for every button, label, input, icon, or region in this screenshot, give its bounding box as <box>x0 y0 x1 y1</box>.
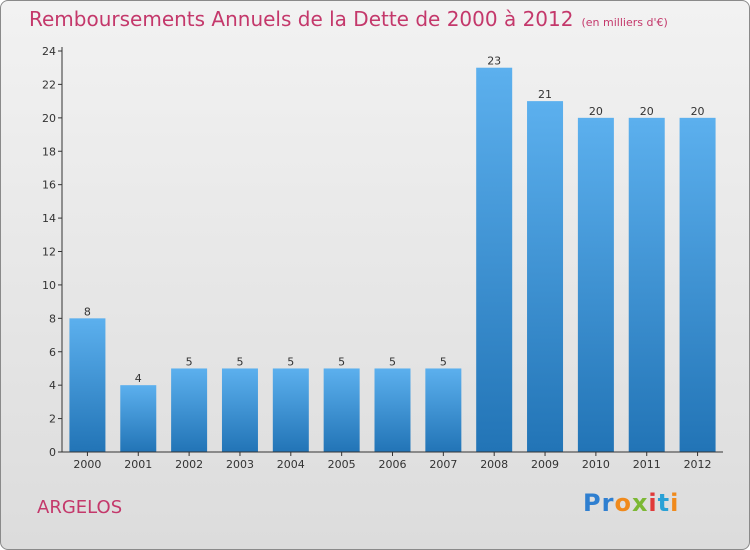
bar-2004 <box>272 368 309 452</box>
bar-value-label: 5 <box>338 355 345 368</box>
y-tick-label: 8 <box>49 312 56 325</box>
x-tick-label: 2006 <box>379 458 407 471</box>
bar-2005 <box>323 368 360 452</box>
bar-2007 <box>425 368 462 452</box>
bar-value-label: 5 <box>236 355 243 368</box>
x-tick-label: 2008 <box>480 458 508 471</box>
bar-value-label: 23 <box>487 55 501 68</box>
x-tick-label: 2011 <box>633 458 661 471</box>
x-tick-label: 2007 <box>429 458 457 471</box>
x-tick-label: 2004 <box>277 458 305 471</box>
logo-letter: i <box>670 489 680 517</box>
title-main: Remboursements Annuels de la Dette de 20… <box>29 7 574 31</box>
x-tick-label: 2009 <box>531 458 559 471</box>
bar-value-label: 21 <box>538 88 552 101</box>
x-ticks: 2000 2001 2002 2003 2004 2005 2006 2007 2008 2009… <box>73 452 712 471</box>
y-tick-label: 12 <box>42 246 56 259</box>
bar-value-label: 20 <box>691 105 705 118</box>
bar-2010 <box>577 117 614 452</box>
bar-2009 <box>527 101 564 452</box>
logo-letter: i <box>648 489 658 517</box>
bar-2006 <box>374 368 411 452</box>
logo-letter: r <box>601 489 615 517</box>
bar-value-label: 4 <box>135 372 142 385</box>
bar-2011 <box>628 117 665 452</box>
y-tick-label: 0 <box>49 446 56 459</box>
bar-2000 <box>69 318 106 452</box>
title-subtitle: (en milliers d'€) <box>581 16 668 29</box>
logo-letter: P <box>583 489 602 517</box>
bar-value-label: 5 <box>440 355 447 368</box>
y-tick-label: 20 <box>42 112 56 125</box>
bar-value-label: 20 <box>589 105 603 118</box>
commune-name: ARGELOS <box>37 497 123 518</box>
logo-letter: t <box>657 489 671 517</box>
chart-title: Remboursements Annuels de la Dette de 20… <box>29 7 668 31</box>
bar-value-label: 5 <box>287 355 294 368</box>
x-tick-label: 2003 <box>226 458 254 471</box>
y-tick-label: 14 <box>42 212 56 225</box>
proxiti-logo: Proxiti <box>583 489 679 517</box>
bar-2012 <box>679 117 716 452</box>
bar-value-label: 5 <box>186 355 193 368</box>
bar-2002 <box>171 368 208 452</box>
bar-2008 <box>476 67 513 452</box>
y-tick-label: 2 <box>49 413 56 426</box>
bar-2003 <box>221 368 258 452</box>
logo-letter: o <box>614 489 632 517</box>
x-tick-label: 2010 <box>582 458 610 471</box>
y-tick-label: 16 <box>42 179 56 192</box>
bars-layer: 8 4 5 5 5 5 5 5 23 21 20 20 20 <box>69 55 716 452</box>
y-tick-label: 18 <box>42 145 56 158</box>
bar-value-label: 5 <box>389 355 396 368</box>
x-tick-label: 2000 <box>73 458 101 471</box>
bar-2001 <box>120 385 157 452</box>
y-tick-label: 10 <box>42 279 56 292</box>
y-tick-label: 24 <box>42 45 56 58</box>
y-tick-label: 4 <box>49 379 56 392</box>
x-tick-label: 2012 <box>684 458 712 471</box>
y-tick-label: 22 <box>42 78 56 91</box>
logo-letter: x <box>631 489 649 517</box>
x-tick-label: 2001 <box>124 458 152 471</box>
y-tick-label: 6 <box>49 346 56 359</box>
x-tick-label: 2002 <box>175 458 203 471</box>
bar-value-label: 20 <box>640 105 654 118</box>
bar-value-label: 8 <box>84 305 91 318</box>
x-tick-label: 2005 <box>328 458 356 471</box>
